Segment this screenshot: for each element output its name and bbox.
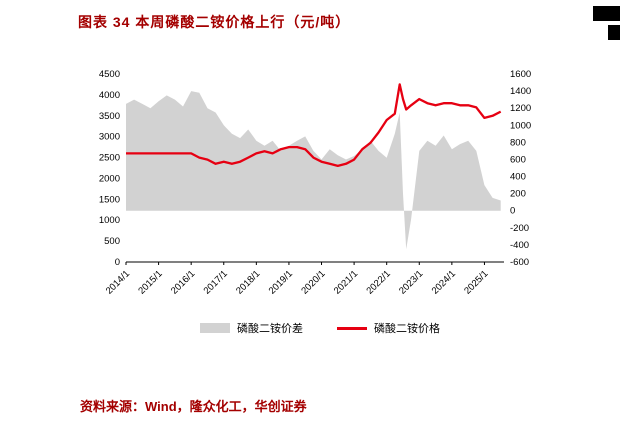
svg-text:-600: -600 — [510, 257, 529, 268]
svg-text:2014/1: 2014/1 — [104, 268, 132, 296]
svg-text:0: 0 — [115, 257, 120, 268]
dap-price-chart: 050010001500200025003000350040004500-600… — [99, 69, 531, 297]
svg-text:2018/1: 2018/1 — [234, 268, 262, 296]
chart-title: 图表 34 本周磷酸二铵价格上行（元/吨） — [78, 14, 351, 30]
svg-text:-200: -200 — [510, 223, 529, 234]
svg-text:1000: 1000 — [99, 215, 120, 226]
svg-text:600: 600 — [510, 154, 526, 165]
svg-text:2025/1: 2025/1 — [462, 268, 490, 296]
svg-text:2016/1: 2016/1 — [169, 268, 197, 296]
page-decor-block-1 — [593, 6, 620, 21]
svg-text:1400: 1400 — [510, 86, 531, 97]
svg-text:3500: 3500 — [99, 111, 120, 122]
data-source-note: 资料来源：Wind，隆众化工，华创证券 — [80, 399, 307, 414]
svg-text:1500: 1500 — [99, 194, 120, 205]
svg-text:400: 400 — [510, 172, 526, 183]
legend-item-price: 磷酸二铵价格 — [337, 320, 440, 336]
svg-text:0: 0 — [510, 206, 515, 217]
svg-text:4500: 4500 — [99, 69, 120, 80]
chart-card: 0 500 1000 1500 2000 2500 3000 3500 4000 4500 -600… — [80, 58, 560, 350]
svg-text:2024/1: 2024/1 — [430, 268, 458, 296]
svg-text:2020/1: 2020/1 — [299, 268, 327, 296]
svg-text:2015/1: 2015/1 — [136, 268, 164, 296]
area-swatch-icon — [200, 323, 230, 333]
svg-text:2017/1: 2017/1 — [202, 268, 230, 296]
svg-text:2023/1: 2023/1 — [397, 268, 425, 296]
svg-text:3000: 3000 — [99, 132, 120, 143]
line-swatch-icon — [337, 326, 367, 330]
legend-item-spread: 磷酸二铵价差 — [200, 320, 303, 336]
svg-text:2000: 2000 — [99, 173, 120, 184]
legend-label-spread: 磷酸二铵价差 — [237, 323, 303, 335]
svg-text:-400: -400 — [510, 240, 529, 251]
svg-text:200: 200 — [510, 189, 526, 200]
legend-label-price: 磷酸二铵价格 — [374, 323, 440, 335]
svg-text:1600: 1600 — [510, 69, 531, 80]
svg-text:800: 800 — [510, 137, 526, 148]
svg-text:500: 500 — [104, 236, 120, 247]
chart-legend: 磷酸二铵价差 磷酸二铵价格 — [80, 320, 560, 336]
svg-text:2021/1: 2021/1 — [332, 268, 360, 296]
svg-text:2019/1: 2019/1 — [267, 268, 295, 296]
svg-text:1000: 1000 — [510, 120, 531, 131]
page-decor-block-2 — [608, 25, 620, 40]
svg-text:1200: 1200 — [510, 103, 531, 114]
svg-text:2500: 2500 — [99, 153, 120, 164]
svg-text:2022/1: 2022/1 — [364, 268, 392, 296]
svg-text:4000: 4000 — [99, 90, 120, 101]
